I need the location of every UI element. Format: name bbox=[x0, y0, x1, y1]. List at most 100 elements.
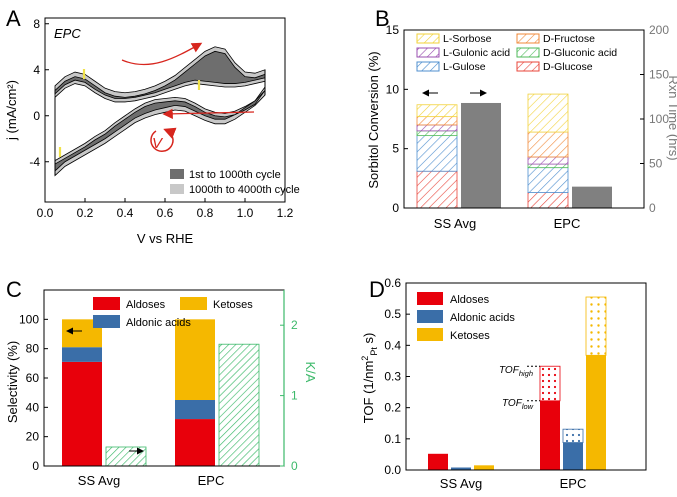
d-bar-low-aldoses bbox=[540, 400, 560, 470]
c-bar-ka bbox=[105, 446, 147, 467]
d-tof-low-sub: low bbox=[522, 402, 534, 411]
b-bar-d-fructose bbox=[416, 116, 458, 126]
b-bar-l-gulose bbox=[527, 167, 569, 193]
d-legend-ketoses: Ketoses bbox=[450, 330, 490, 342]
b-bar-d-glucose bbox=[416, 170, 458, 209]
a-xtick-label: 0.2 bbox=[77, 206, 94, 220]
a-axis-ticks: 0.0 0.2 0.4 0.6 0.8 1.0 1.2 -4 0 4 8 bbox=[29, 17, 293, 220]
d-ylabel-main: TOF (1/nm bbox=[361, 361, 376, 424]
d-ytick-label: 0.6 bbox=[384, 276, 401, 290]
b-legend-swatch-glucose bbox=[516, 61, 540, 72]
c-ytick-label: 0 bbox=[32, 459, 39, 473]
a-xtick-label: 1.0 bbox=[237, 206, 254, 220]
d-cat-epc: EPC bbox=[560, 476, 587, 491]
b-ytick-right-label: 50 bbox=[649, 157, 663, 171]
b-legend-swatch-fructose bbox=[516, 33, 540, 44]
d-cat-ss: SS Avg bbox=[440, 476, 482, 491]
b-ylabel: Sorbitol Conversion (%) bbox=[366, 51, 381, 188]
b-legend-swatch-gulonic bbox=[416, 47, 440, 58]
b-legend-fructose: D-Fructose bbox=[543, 33, 595, 45]
d-legend-aldonic: Aldonic acids bbox=[450, 312, 515, 324]
d-bars bbox=[428, 296, 607, 470]
c-ytick-label: 100 bbox=[19, 312, 39, 326]
d-ytick-label: 0.3 bbox=[384, 370, 401, 384]
b-ytick-right-label: 0 bbox=[649, 201, 656, 215]
a-xtick-label: 0.6 bbox=[157, 206, 174, 220]
b-ytick-right-label: 100 bbox=[649, 112, 669, 126]
c-legend-swatch-ketoses bbox=[180, 297, 207, 310]
d-ylabel-sup: 2 bbox=[360, 356, 370, 361]
c-ylabel: Selectivity (%) bbox=[5, 341, 20, 423]
c-bars bbox=[62, 319, 260, 467]
a-ytick-label: -4 bbox=[29, 155, 40, 169]
b-legend-gulonic: L-Gulonic acid bbox=[443, 47, 510, 59]
b-ylabel-right: Rxn Time (hrs) bbox=[666, 75, 677, 160]
b-bar-d-gluconic-acid bbox=[527, 163, 569, 169]
d-legend-swatch-aldonic bbox=[417, 310, 443, 323]
a-xlabel: V vs RHE bbox=[137, 231, 194, 246]
c-bar-ka bbox=[218, 343, 260, 467]
d-ylabel-sub: Pt bbox=[369, 347, 379, 356]
c-ytick-label: 20 bbox=[26, 430, 40, 444]
c-bar-aldonic-acids bbox=[62, 347, 102, 362]
c-axis-ticks: 0 20 40 60 80 100 0 1 2 bbox=[19, 312, 298, 473]
b-ytick-right-label: 150 bbox=[649, 68, 669, 82]
c-cat-epc: EPC bbox=[198, 473, 225, 488]
d-bar-low-ketoses bbox=[586, 355, 606, 470]
b-bar-l-gulose bbox=[416, 135, 458, 172]
a-yellow-markers bbox=[58, 69, 201, 157]
a-ytick-label: 4 bbox=[33, 63, 40, 77]
panel-d-tof-chart: 0.0 0.1 0.2 0.3 0.4 0.5 0.6 TOF (1/nm2Pt s) SS… bbox=[360, 276, 647, 491]
b-bar-d-fructose bbox=[527, 131, 569, 158]
c-bar-aldoses bbox=[175, 419, 215, 466]
d-ytick-label: 0.2 bbox=[384, 401, 401, 415]
d-tof-low-main: TOF bbox=[502, 398, 523, 409]
d-tof-high-main: TOF bbox=[499, 365, 520, 376]
c-legend-swatch-aldoses bbox=[93, 297, 120, 310]
d-tof-high-label: TOFhigh bbox=[499, 365, 533, 378]
b-cat-ss: SS Avg bbox=[434, 216, 476, 231]
b-ytick-label: 15 bbox=[386, 23, 400, 37]
d-bar-low-aldonic-acids bbox=[451, 467, 471, 470]
panel-c-selectivity-chart: 0 20 40 60 80 100 0 1 2 Selectivity (%) K/A SS A… bbox=[5, 289, 318, 488]
panel-letter-c: C bbox=[6, 277, 22, 302]
d-bar-low-ketoses bbox=[474, 465, 494, 470]
b-legend-glucose: D-Glucose bbox=[543, 61, 593, 73]
b-bar-d-gluconic-acid bbox=[416, 130, 458, 137]
d-ylabel-end: s) bbox=[361, 333, 376, 347]
panel-letter-d: D bbox=[369, 277, 385, 302]
c-legend-aldonic: Aldonic acids bbox=[126, 317, 191, 329]
a-xtick-label: 0.4 bbox=[117, 206, 134, 220]
d-bar-high-aldoses bbox=[539, 365, 561, 402]
d-bar-high-aldonic-acids bbox=[562, 428, 584, 443]
b-cat-epc: EPC bbox=[554, 216, 581, 231]
d-ylabel: TOF (1/nm2Pt s) bbox=[360, 333, 379, 424]
c-ytick-right-label: 0 bbox=[291, 459, 298, 473]
b-ytick-right-label: 200 bbox=[649, 23, 669, 37]
c-ylabel-right: K/A bbox=[303, 362, 318, 383]
d-axis-ticks: 0.0 0.1 0.2 0.3 0.4 0.5 0.6 bbox=[384, 276, 410, 477]
b-ytick-label: 0 bbox=[392, 201, 399, 215]
a-legend-swatch-light bbox=[170, 184, 184, 194]
b-ytick-label: 5 bbox=[392, 142, 399, 156]
b-legend-swatch-gulose bbox=[416, 61, 440, 72]
a-xtick-label: 0.8 bbox=[197, 206, 214, 220]
a-ylabel: j (mA/cm²) bbox=[4, 80, 19, 141]
a-xtick-label: 0.0 bbox=[37, 206, 54, 220]
a-cycle-label: V bbox=[152, 135, 164, 152]
d-ytick-label: 0.4 bbox=[384, 338, 401, 352]
b-bars bbox=[416, 93, 612, 209]
c-legend-swatch-aldonic bbox=[93, 315, 120, 328]
b-bar-l-sorbose bbox=[416, 104, 458, 118]
a-cv-bands bbox=[54, 46, 266, 177]
b-legend-swatch-gluconic bbox=[516, 47, 540, 58]
c-ytick-label: 80 bbox=[26, 342, 40, 356]
c-bar-aldoses bbox=[62, 361, 102, 466]
b-legend-gluconic: D-Gluconic acid bbox=[543, 47, 617, 59]
b-bar-l-gulonic-acid bbox=[416, 124, 458, 132]
a-legend-swatch-dark bbox=[170, 169, 184, 179]
d-tof-low-label: TOFlow bbox=[502, 398, 534, 411]
a-cathodic-light-band bbox=[54, 85, 266, 177]
